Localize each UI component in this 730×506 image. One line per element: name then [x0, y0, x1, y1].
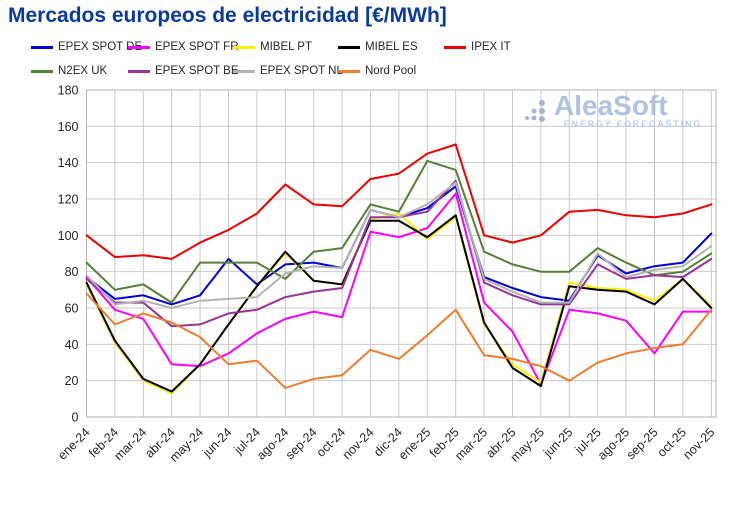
y-tick-label: 0 [72, 411, 79, 425]
aleasoft-watermark: AleaSoft ENERGY FORECASTING [524, 92, 704, 132]
legend-swatch-icon [233, 45, 255, 49]
legend-label: MIBEL PT [260, 41, 312, 53]
legend-label: N2EX UK [58, 65, 108, 77]
series-epex-spot-nl [85, 181, 713, 309]
y-tick-label: 20 [65, 374, 79, 388]
series-nord-pool [85, 292, 713, 389]
legend-item: IPEX IT [444, 40, 511, 54]
x-tick-label: jun-24 [199, 425, 234, 460]
legend-label: MIBEL ES [365, 41, 418, 53]
x-tick-label: nov-25 [680, 425, 717, 462]
x-tick-label: sep-25 [624, 425, 661, 462]
legend-item: EPEX SPOT BE [128, 64, 239, 78]
series-mibel-es [85, 214, 713, 393]
legend-swatch-icon [338, 69, 360, 73]
legend-item: MIBEL ES [338, 40, 418, 54]
x-tick-label: ene-25 [396, 425, 433, 462]
legend-label: Nord Pool [365, 65, 417, 77]
y-tick-label: 100 [58, 229, 79, 243]
legend-swatch-icon [338, 45, 360, 49]
y-tick-label: 80 [65, 265, 79, 279]
x-tick-label: ago-25 [595, 425, 632, 462]
legend-label: EPEX SPOT DE [58, 41, 143, 53]
x-tick-label: ene-24 [55, 425, 92, 462]
legend-swatch-icon [31, 45, 53, 49]
y-tick-label: 120 [58, 193, 79, 207]
legend-label: EPEX SPOT NL [260, 65, 343, 77]
watermark-tagline: ENERGY FORECASTING [563, 119, 702, 129]
x-tick-label: nov-24 [340, 425, 377, 462]
y-tick-label: 160 [58, 120, 79, 134]
legend-item: MIBEL PT [233, 40, 312, 54]
legend-swatch-icon [128, 45, 150, 49]
y-tick-label: 180 [58, 84, 79, 98]
x-tick-label: mar-24 [112, 425, 150, 463]
series-epex-spot-fr [85, 192, 713, 386]
aleasoft-logo-icon [525, 100, 545, 122]
legend-label: EPEX SPOT BE [155, 65, 239, 77]
legend-item: EPEX SPOT DE [31, 40, 142, 54]
y-tick-label: 60 [65, 302, 79, 316]
x-tick-label: jun-25 [540, 425, 575, 460]
legend-label: IPEX IT [471, 41, 511, 53]
legend-item: EPEX SPOT NL [233, 64, 343, 78]
legend-item: EPEX SPOT FR [128, 40, 239, 54]
series-n2ex-uk [85, 159, 713, 304]
legend: EPEX SPOT DE EPEX SPOT FR MIBEL PT MIBEL ES… [0, 0, 730, 85]
legend-swatch-icon [128, 69, 150, 73]
x-tick-label: sep-24 [283, 425, 320, 462]
page-title: Mercados europeos de electricidad [€/MWh… [8, 4, 447, 27]
legend-label: EPEX SPOT FR [155, 41, 239, 53]
y-tick-label: 40 [65, 338, 79, 352]
x-tick-label: ago-24 [254, 425, 291, 462]
legend-swatch-icon [31, 69, 53, 73]
watermark-name: AleaSoft [554, 90, 668, 121]
x-tick-label: mar-25 [452, 425, 490, 463]
legend-item: Nord Pool [338, 64, 416, 78]
legend-swatch-icon [233, 69, 255, 73]
legend-item: N2EX UK [31, 64, 107, 78]
series-ipex-it [85, 143, 713, 260]
legend-swatch-icon [444, 45, 466, 49]
y-tick-label: 140 [58, 156, 79, 170]
